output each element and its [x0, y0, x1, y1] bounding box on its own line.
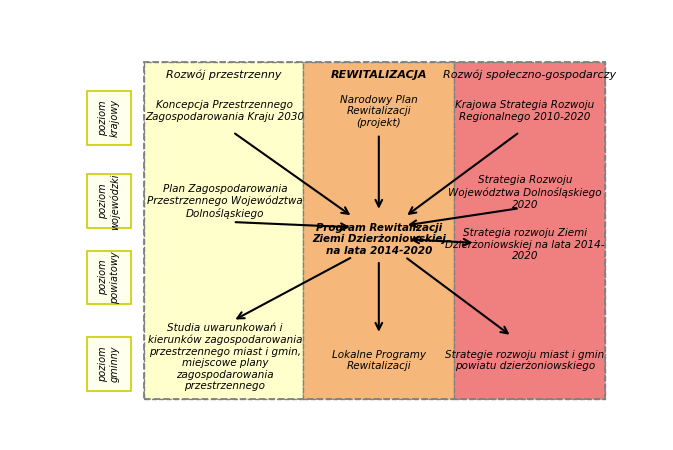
- Text: Rozwój społeczno-gospodarczy: Rozwój społeczno-gospodarczy: [443, 70, 616, 80]
- Text: Lokalne Programy
Rewitalizacji: Lokalne Programy Rewitalizacji: [332, 350, 426, 371]
- Bar: [87, 337, 131, 391]
- Text: Rozwój przestrzenny: Rozwój przestrzenny: [166, 70, 281, 80]
- Text: poziom
krajowy: poziom krajowy: [98, 99, 120, 137]
- Text: Program Rewitalizacji
Ziemi Dzierżoniowskiej
na lata 2014-2020: Program Rewitalizacji Ziemi Dzierżoniows…: [312, 223, 446, 256]
- Bar: [144, 62, 303, 399]
- Text: Strategia rozwoju Ziemi
Dzierżoniowskiej na lata 2014-
2020: Strategia rozwoju Ziemi Dzierżoniowskiej…: [445, 228, 604, 261]
- Bar: [87, 91, 131, 145]
- Bar: [454, 62, 604, 399]
- Text: REWITALIZACJA: REWITALIZACJA: [330, 70, 427, 80]
- Text: Koncepcja Przestrzennego
Zagospodarowania Kraju 2030: Koncepcja Przestrzennego Zagospodarowani…: [145, 100, 304, 122]
- Text: poziom
powiatowy: poziom powiatowy: [98, 251, 120, 304]
- Text: Krajowa Strategia Rozwoju
Regionalnego 2010-2020: Krajowa Strategia Rozwoju Regionalnego 2…: [455, 100, 594, 122]
- Text: Plan Zagospodarowania
Przestrzennego Województwa
Dolnośląskiego: Plan Zagospodarowania Przestrzennego Woj…: [147, 184, 303, 219]
- Bar: [87, 251, 131, 304]
- Bar: [303, 62, 454, 399]
- Bar: [87, 175, 131, 228]
- Text: poziom
gminny: poziom gminny: [98, 346, 120, 382]
- Text: poziom
wojewódzki: poziom wojewódzki: [98, 173, 120, 230]
- Bar: [144, 62, 604, 399]
- Text: Strategie rozwoju miast i gmin
powiatu dzierżoniowskiego: Strategie rozwoju miast i gmin powiatu d…: [446, 350, 604, 371]
- Text: Strategia Rozwoju
Województwa Dolnośląskiego
2020: Strategia Rozwoju Województwa Dolnośląsk…: [448, 176, 602, 210]
- Text: Narodowy Plan
Rewitalizacji
(projekt): Narodowy Plan Rewitalizacji (projekt): [340, 94, 418, 128]
- Text: Studia uwarunkowań i
kierunków zagospodarowania
przestrzennego miast i gmin,
mie: Studia uwarunkowań i kierunków zagospoda…: [147, 323, 302, 392]
